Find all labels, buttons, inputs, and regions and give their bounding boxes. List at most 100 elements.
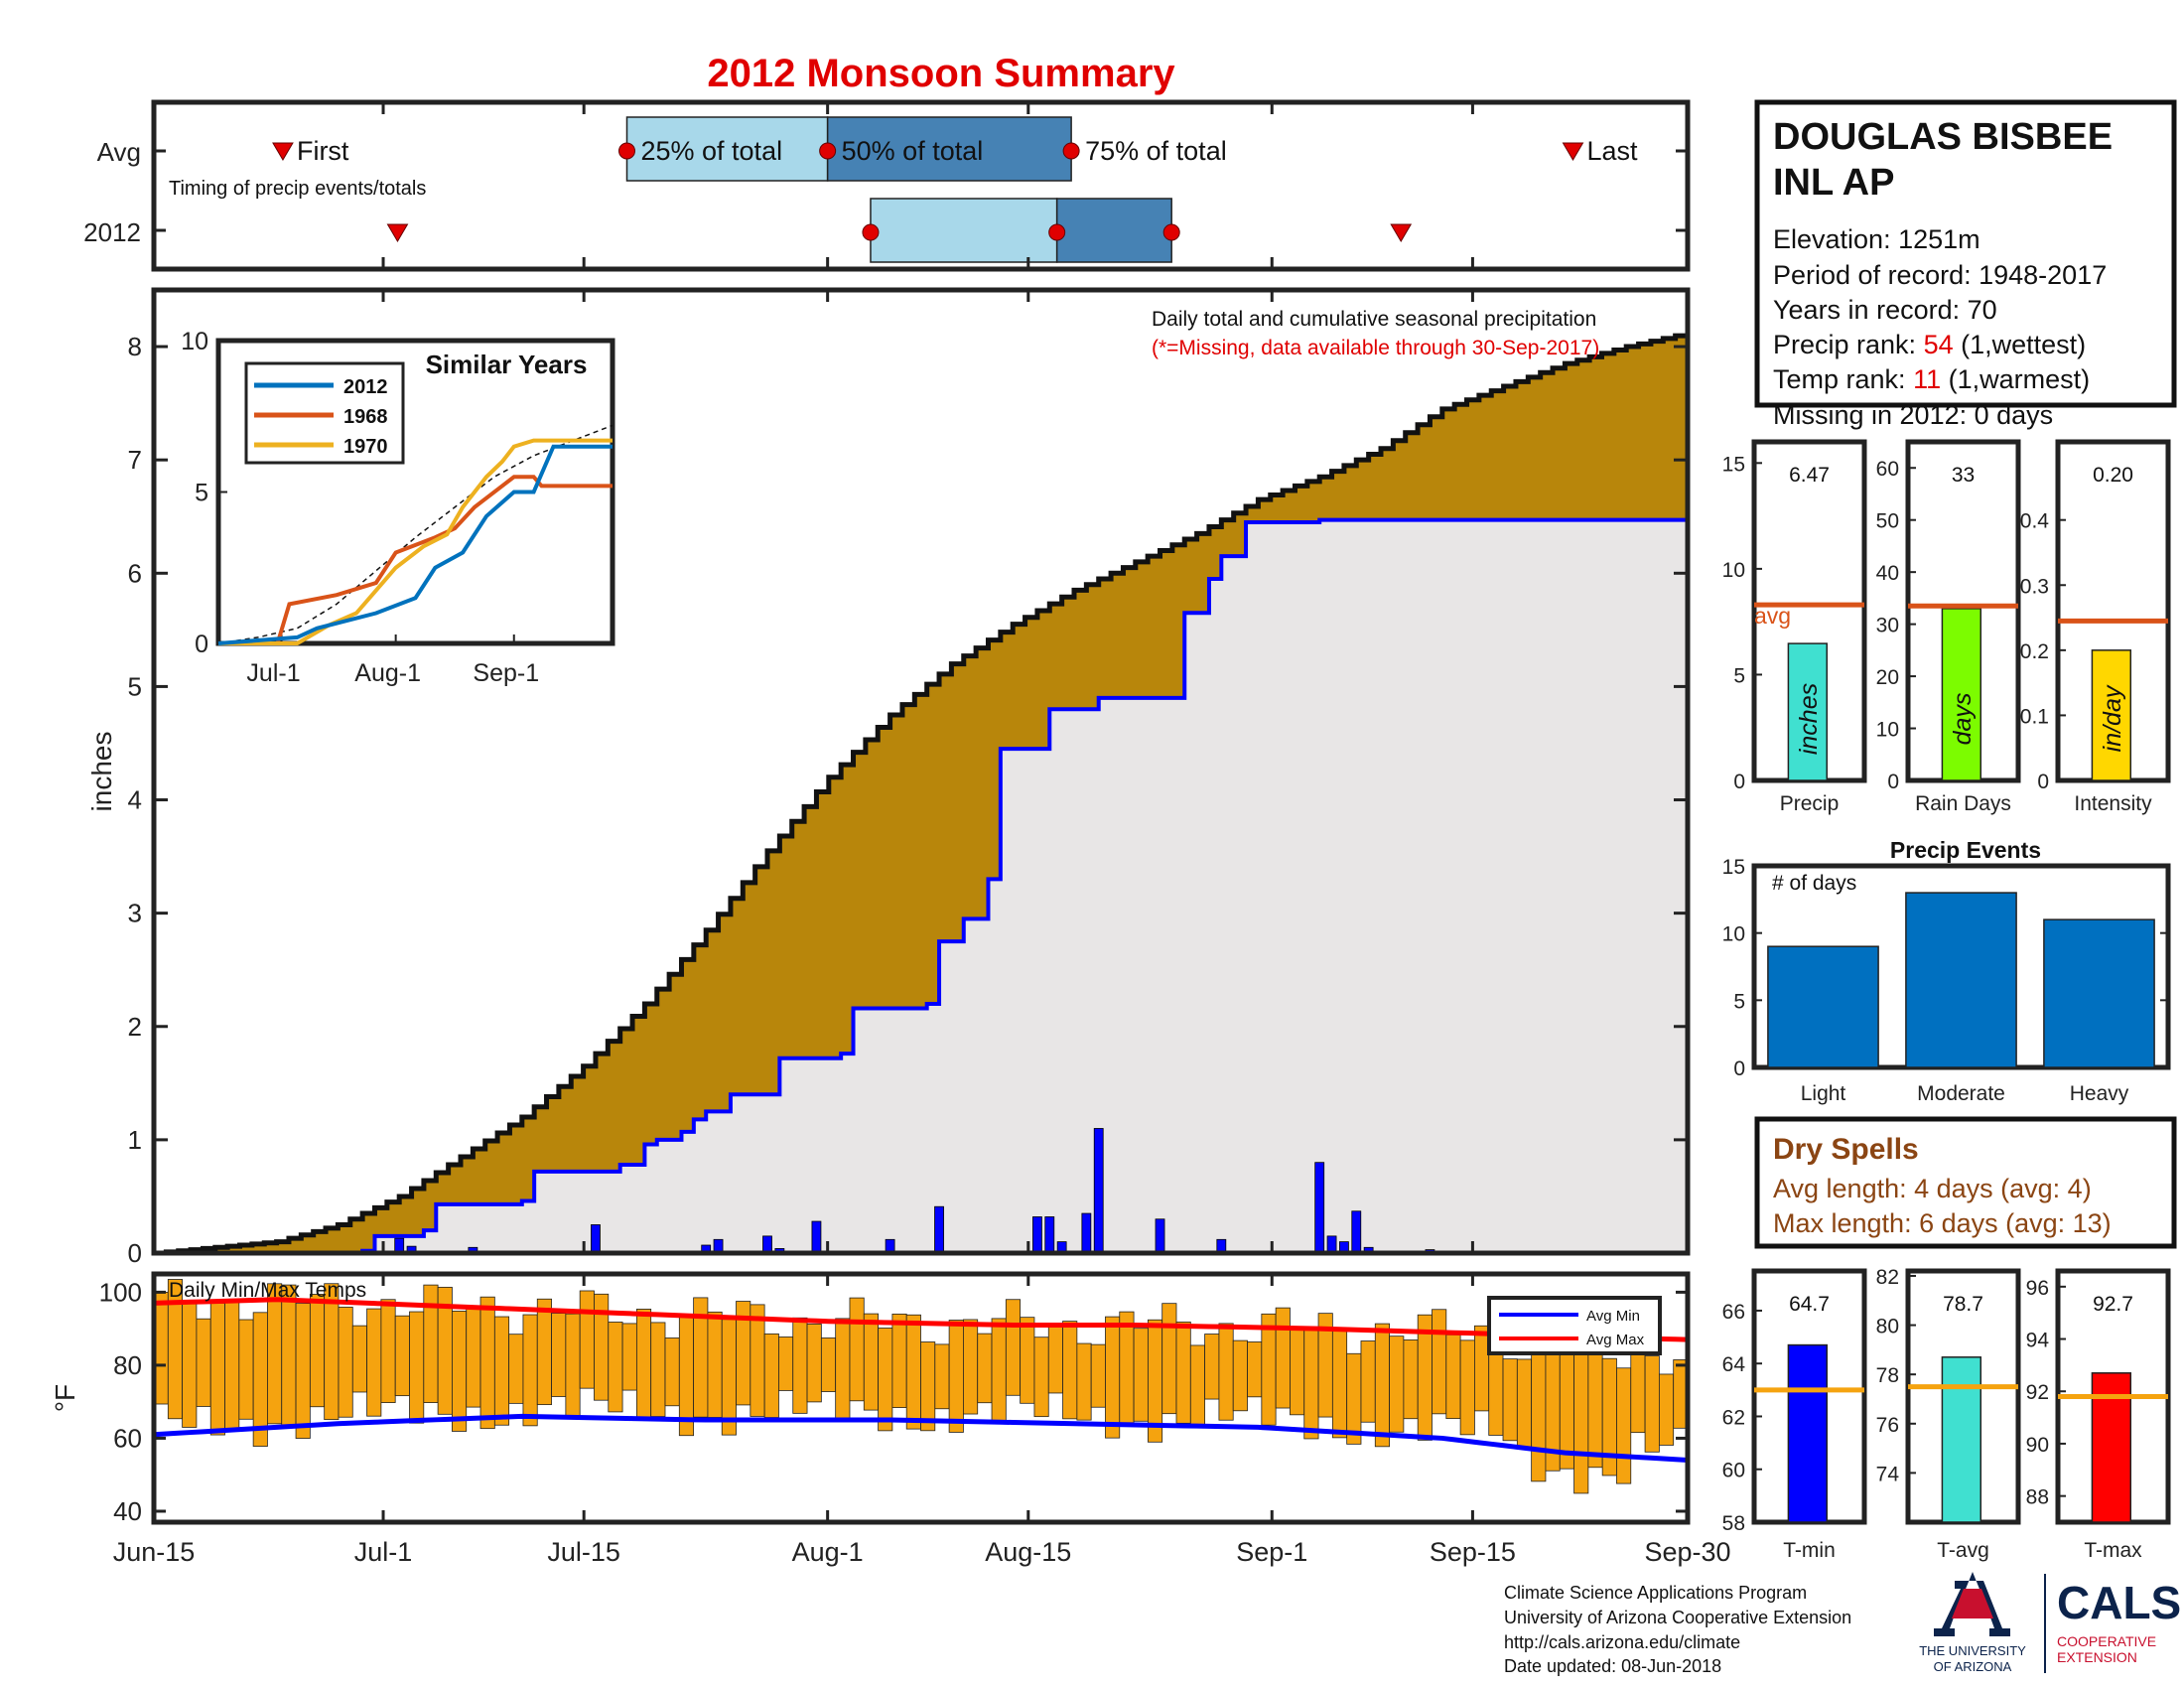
daily-temp-bar [820,1337,837,1392]
station-info-box: DOUGLAS BISBEE INL AP Elevation: 1251m P… [1754,99,2177,430]
x-tick-label: Sep-30 [1644,1537,1730,1567]
daily-temp-bar [1474,1325,1490,1412]
cumulative-ytick-label: 7 [128,445,142,475]
daily-temp-bar [1062,1321,1078,1420]
daily-temp-bar [977,1333,993,1404]
daily-precip-bar [934,1205,944,1254]
daily-temp-bar [1531,1336,1547,1482]
daily-temp-bar [1331,1330,1348,1439]
precip-events-bar [1905,892,2017,1068]
footer-line4: Date updated: 08-Jun-2018 [1504,1656,1721,1676]
ua-logo-line2: OF ARIZONA [1934,1659,2012,1674]
daily-temp-bar [1232,1339,1248,1412]
daily-temp-bar [1303,1327,1319,1440]
daily-temp-bar [635,1309,652,1419]
daily-precip-bar [1326,1235,1337,1254]
cumulative-panel-frame [151,287,1691,1256]
avg-min-line [153,1413,1689,1463]
daily-temp-bar [1218,1323,1234,1421]
ua-a-icon [1934,1572,2010,1636]
legend-avg-min-label: Avg Min [1586,1308,1640,1325]
cumulative-ytick-label: 5 [128,671,142,701]
timing-avg-iqr-high-box [826,116,1072,182]
temps-annotation: Daily Min/Max Temps [169,1279,366,1302]
daily-temp-bar [750,1304,765,1417]
legend-avg-max-label: Avg Max [1586,1332,1645,1348]
daily-precip-bar [811,1220,822,1254]
bars-tmin-ytick-label: 58 [1722,1512,1745,1535]
bars-intensity-inner-label: in/day [2099,684,2126,752]
precip-rank-value: 54 [1924,330,1954,359]
daily-temp-bar [1360,1340,1376,1423]
cals-logo-coop1: COOPERATIVE [2057,1633,2156,1649]
daily-temp-bar [351,1325,367,1393]
bars-raindays-inner-label: days [1949,693,1977,746]
shared-x-axis: Jun-15 Jul-1 Jul-15 Aug-1 Aug-15 Sep-1 Sep-15 S… [113,102,1731,1567]
daily-temp-bar [366,1308,382,1417]
station-precip-rank: Precip rank: 54 (1,wettest) [1773,330,2086,359]
timing-label-25: 25% of total [640,136,782,166]
bars-precip-ytick-label: 10 [1722,559,1745,582]
timing-avg-percentile-marker [819,142,837,160]
bars-raindays-ytick-label: 50 [1876,510,1899,533]
timing-2012-iqr-low-box [870,198,1058,263]
daily-temp-bar [409,1311,425,1424]
timing-label-75: 75% of total [1085,136,1227,166]
timing-2012-percentile-marker [862,223,880,241]
daily-temp-bar [1005,1299,1022,1396]
cumulative-ylabel: inches [86,732,117,812]
daily-temp-bar [948,1320,964,1433]
daily-temp-bar [295,1303,311,1439]
daily-temp-bar [1261,1313,1277,1426]
bars-tmin-ytick-label: 66 [1722,1301,1745,1324]
figure-title: 2012 Monsoon Summary [707,52,1175,95]
timing-label-50: 50% of total [842,136,984,166]
daily-temp-bar [608,1322,623,1413]
bars-tmax-ytick-label: 94 [2026,1330,2050,1352]
timing-panel: First 25% of total 50% of total 75% of tota… [83,99,1691,272]
temps-legend: Avg Min Avg Max [1487,1296,1662,1355]
temps-panel-frame [151,1271,1691,1525]
bars-tmax-value-label: 92.7 [2093,1293,2133,1316]
precip-events-category-label: Moderate [1917,1082,2005,1105]
dry-spells-max-length: Max length: 6 days (avg: 13) [1773,1208,2112,1238]
precip-events-category-label: Light [1801,1082,1846,1105]
daily-temp-bar [380,1299,396,1403]
daily-temp-bar [792,1317,808,1414]
temps-ytick-label: 100 [99,1277,142,1307]
daily-precip-bar [1081,1212,1092,1254]
bars-raindays-ytick-label: 30 [1876,615,1899,637]
bars-raindays-bar [1941,608,1982,781]
daily-temp-bar [1389,1336,1405,1433]
daily-temp-bar [835,1318,851,1421]
x-tick-label: Jun-15 [113,1537,196,1567]
cumulative-plot: 0 1 2 3 4 5 6 7 8 [128,332,1691,1268]
similar-years-avg-line [217,424,614,644]
cumulative-2012-line [154,517,1688,1255]
daily-temp-bar [963,1319,979,1415]
bars-tmin-ytick-label: 64 [1722,1353,1746,1376]
bars-tmin-ytick-label: 60 [1722,1460,1745,1482]
bars-tavg-ytick-label: 82 [1876,1266,1899,1289]
station-years: Years in record: 70 [1773,295,1997,325]
station-name-line1: DOUGLAS BISBEE [1773,116,2113,158]
daily-temp-bar [238,1319,254,1420]
precip-avg-label: avg [1754,603,1791,629]
similar-years-ytick-label: 5 [195,480,208,507]
precip-rank-suffix: (1,wettest) [1954,330,2087,359]
daily-temp-bar [1020,1317,1035,1404]
avg-cumulative-line [154,333,1691,1256]
daily-temp-bar [664,1337,680,1407]
daily-temp-bar [565,1313,581,1417]
daily-temp-bar [1076,1342,1092,1421]
daily-temp-bar [182,1302,198,1428]
daily-precip-bar [1314,1162,1325,1254]
cumulative-annotation: Daily total and cumulative seasonal prec… [1152,308,1596,331]
bars-raindays-ytick-label: 40 [1876,562,1899,585]
station-name-line2: INL AP [1773,162,1894,204]
daily-temp-bar [1105,1316,1121,1439]
daily-temp-bar [1374,1323,1390,1448]
dry-spells-box: Dry Spells Avg length: 4 days (avg: 4) M… [1754,1116,2177,1249]
similar-years-line-1968 [218,475,613,645]
